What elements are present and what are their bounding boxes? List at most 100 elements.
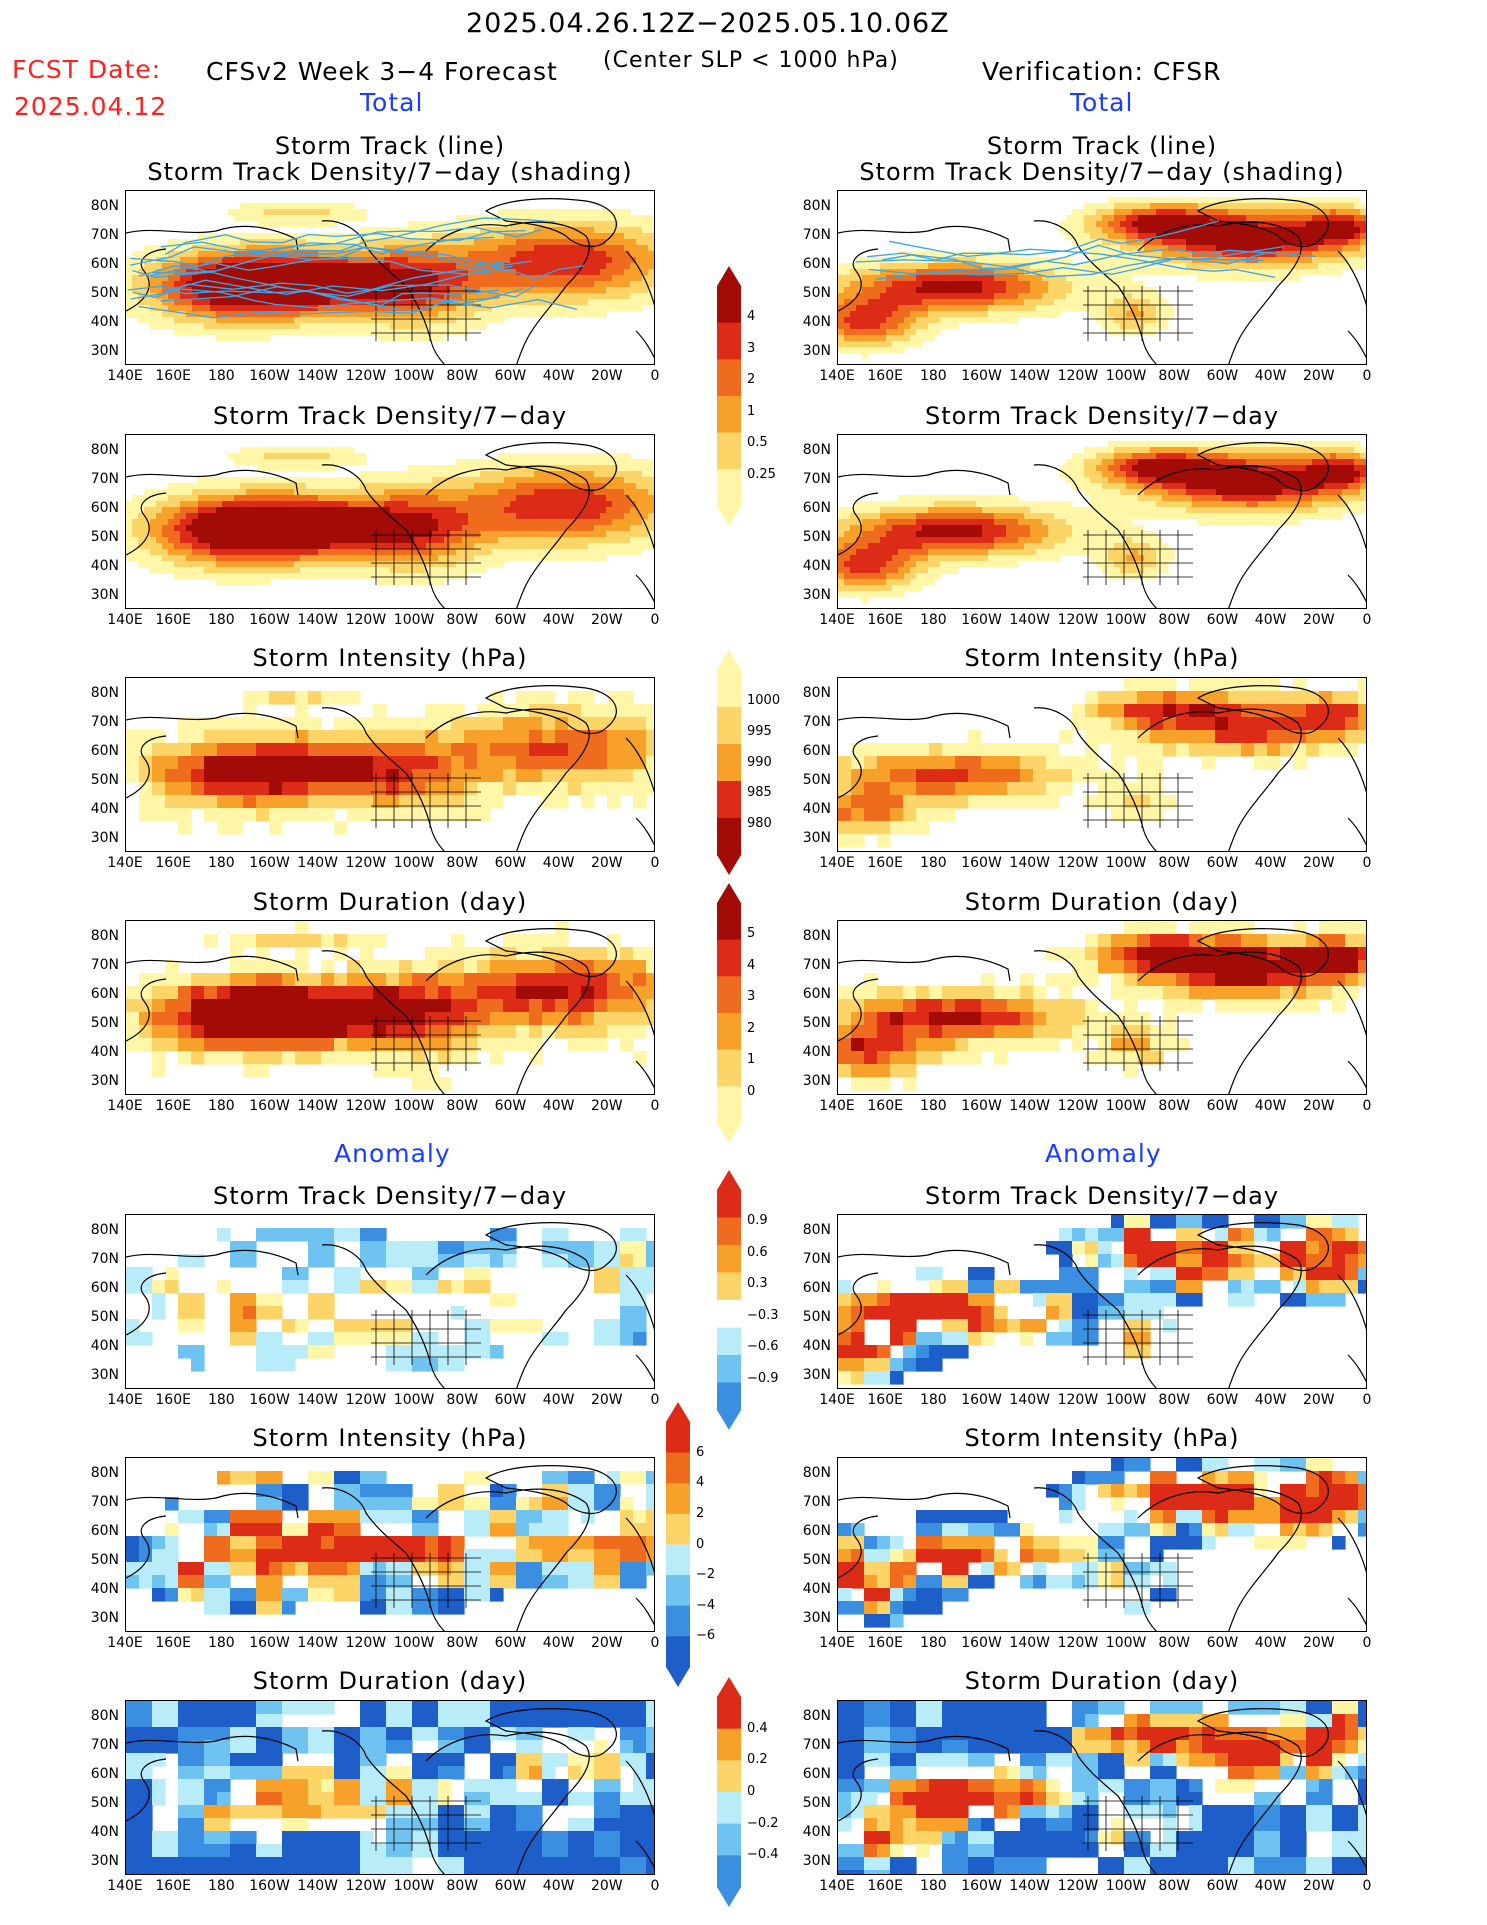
lon-tick-label: 140W (297, 368, 338, 384)
lon-tick-label: 80W (1158, 1392, 1191, 1408)
forecast-title: CFSv2 Week 3−4 Forecast (206, 57, 558, 86)
dura-field-fc (126, 1701, 654, 1874)
map-verification-intensity (837, 677, 1367, 852)
lat-tick-label: 40N (90, 558, 119, 574)
lat-tick-label: 80N (90, 442, 119, 458)
int-field-vf (838, 678, 1366, 851)
lon-tick-label: 120W (345, 612, 387, 628)
lat-tick-label: 30N (802, 830, 831, 846)
map-verification-intensity-anomaly (837, 1457, 1367, 1632)
coastline (838, 442, 1366, 608)
density-colorbar-label: 0.25 (747, 466, 776, 482)
lat-tick-label: 70N (90, 471, 119, 487)
storm-track-line (138, 298, 578, 319)
lat-tick-label: 30N (802, 343, 831, 359)
lon-tick-label: 140E (107, 612, 143, 628)
density-anomaly-colorbar-label: −0.9 (747, 1370, 779, 1386)
lat-tick-label: 50N (802, 1015, 831, 1031)
lon-tick-label: 160W (249, 1392, 290, 1408)
storm-track-line (130, 246, 507, 267)
lon-tick-label: 100W (393, 1392, 435, 1408)
duration-colorbar-label: 2 (747, 1020, 756, 1036)
lat-tick-label: 40N (802, 1824, 831, 1840)
lon-tick-label: 160W (961, 612, 1002, 628)
lat-tick-label: 50N (802, 1309, 831, 1325)
lat-tick-label: 30N (802, 1073, 831, 1089)
lon-tick-label: 120W (1057, 368, 1099, 384)
trk-field-fc (126, 198, 654, 364)
storm-track-line (855, 220, 1220, 263)
trk-field-vf (838, 197, 1366, 364)
map-forecast-density-anomaly (125, 1214, 655, 1389)
lon-tick-label: 20W (590, 1098, 623, 1114)
lon-tick-label: 160E (867, 1392, 903, 1408)
lat-tick-label: 50N (802, 529, 831, 545)
storm-track-line (876, 244, 1284, 280)
lat-tick-label: 60N (802, 256, 831, 272)
lat-tick-label: 70N (802, 227, 831, 243)
lon-tick-label: 120W (1057, 1098, 1099, 1114)
lon-tick-label: 180 (919, 855, 947, 871)
lon-tick-label: 180 (919, 1392, 947, 1408)
lon-tick-label: 40W (542, 1392, 575, 1408)
coastline (838, 685, 1366, 851)
lon-tick-label: 160E (155, 1878, 191, 1894)
duration-anomaly-colorbar (717, 1677, 741, 1907)
map-verification-track (837, 190, 1367, 365)
lon-tick-label: 140W (1009, 368, 1050, 384)
lon-tick-label: 140E (819, 855, 855, 871)
lon-tick-label: 160E (867, 368, 903, 384)
lat-tick-label: 80N (90, 685, 119, 701)
lon-tick-label: 40W (1254, 855, 1287, 871)
lon-tick-label: 140E (819, 1635, 855, 1651)
coastline (126, 1708, 654, 1874)
lon-tick-label: 60W (494, 612, 527, 628)
panel-title-vf-density-anom: Storm Track Density/7−day (924, 1182, 1280, 1210)
lat-tick-label: 60N (802, 500, 831, 516)
lon-tick-label: 120W (1057, 855, 1099, 871)
panel-title-fc-intensity-anom: Storm Intensity (hPa) (252, 1424, 528, 1452)
lon-tick-label: 160W (249, 1878, 290, 1894)
lat-tick-label: 50N (90, 285, 119, 301)
lon-tick-label: 160W (961, 1878, 1002, 1894)
lon-tick-label: 20W (1302, 1878, 1335, 1894)
lon-tick-label: 100W (393, 368, 435, 384)
panel-title-vf-intensity-anom: Storm Intensity (hPa) (964, 1424, 1240, 1452)
lon-tick-label: 60W (494, 368, 527, 384)
lon-tick-label: 120W (1057, 1392, 1099, 1408)
inta-field-fc (126, 1465, 654, 1631)
lon-tick-label: 120W (345, 368, 387, 384)
coastline (126, 1222, 654, 1388)
lon-tick-label: 60W (494, 1635, 527, 1651)
lon-tick-label: 140W (1009, 1878, 1050, 1894)
dena-field-vf (838, 1215, 1366, 1388)
lat-tick-label: 70N (90, 1251, 119, 1267)
map-forecast-intensity (125, 677, 655, 852)
lon-tick-label: 180 (919, 1635, 947, 1651)
lon-tick-label: 160E (155, 855, 191, 871)
lat-tick-label: 80N (802, 198, 831, 214)
lat-tick-label: 70N (90, 957, 119, 973)
intensity-anomaly-colorbar-label: −4 (696, 1597, 716, 1613)
lon-tick-label: 160W (249, 1635, 290, 1651)
lon-tick-label: 0 (1362, 1635, 1372, 1651)
lon-tick-label: 20W (1302, 1098, 1335, 1114)
lon-tick-label: 120W (1057, 1635, 1099, 1651)
lat-tick-label: 50N (90, 1795, 119, 1811)
lat-tick-label: 80N (802, 1465, 831, 1481)
lon-tick-label: 60W (494, 855, 527, 871)
lon-tick-label: 100W (1105, 1635, 1147, 1651)
lat-tick-label: 50N (90, 529, 119, 545)
density-anomaly-colorbar-label: −0.6 (747, 1339, 779, 1355)
lat-tick-label: 70N (802, 957, 831, 973)
density-anomaly-colorbar-label: −0.3 (747, 1307, 779, 1323)
density-colorbar-label: 0.5 (747, 435, 768, 451)
lat-tick-label: 30N (90, 1073, 119, 1089)
coastline (838, 1708, 1366, 1874)
lon-tick-label: 180 (919, 368, 947, 384)
lon-tick-label: 0 (650, 368, 660, 384)
lon-tick-label: 80W (1158, 612, 1191, 628)
lon-tick-label: 120W (345, 1098, 387, 1114)
map-verification-duration-anomaly (837, 1700, 1367, 1875)
lon-tick-label: 20W (590, 1635, 623, 1651)
